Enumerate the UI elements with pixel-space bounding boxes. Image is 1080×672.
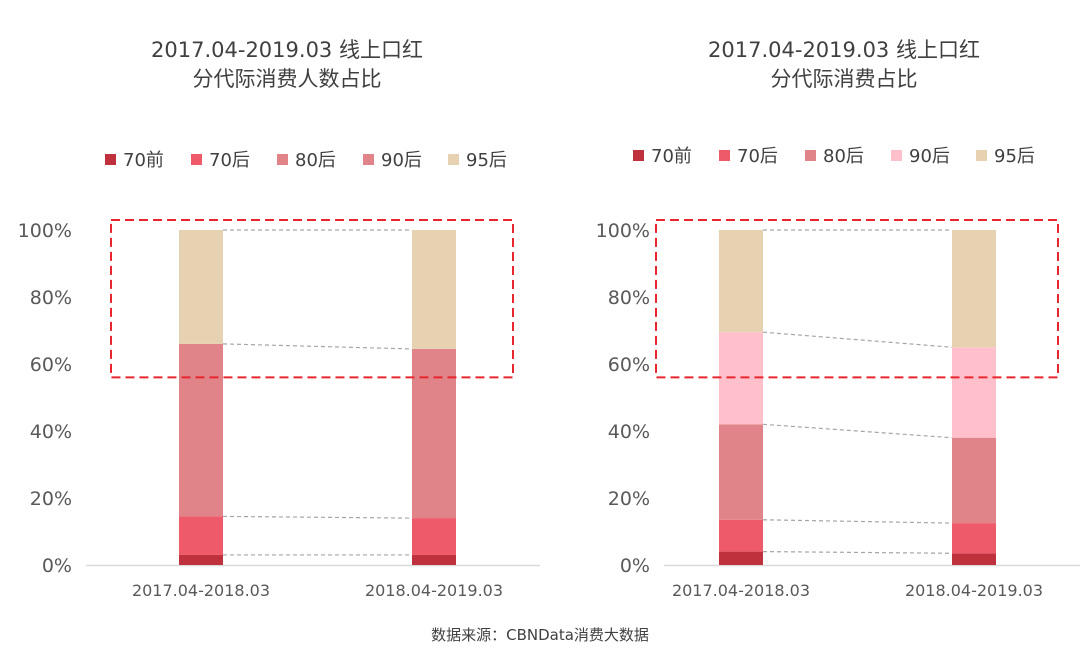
- y-tick-label: 40%: [608, 421, 650, 443]
- chart-title-line-1: 2017.04-2019.03 线上口红: [708, 38, 980, 62]
- connector-line-70后: [762, 519, 953, 524]
- bar-segment-70前-1: [719, 551, 763, 565]
- legend-label-95后: 95后: [466, 150, 507, 171]
- bar-segment-70后-2: [952, 523, 996, 554]
- legend-label-80后: 80后: [295, 150, 336, 171]
- legend-label-70后: 70后: [737, 146, 778, 167]
- legend-swatch-80后: [805, 150, 816, 161]
- bar-segment-80后-1: [719, 424, 763, 520]
- legend-label-70前: 70前: [651, 146, 692, 167]
- legend-label-90后: 90后: [909, 146, 950, 167]
- y-tick-label: 100%: [18, 220, 72, 242]
- bar-segment-80后-2: [952, 437, 996, 524]
- bar-segment-70后-2: [412, 518, 456, 555]
- legend-swatch-90后: [891, 150, 902, 161]
- chart-title-line-2: 分代际消费人数占比: [193, 67, 382, 91]
- y-tick-label: 80%: [30, 287, 72, 309]
- legend-label-90后: 90后: [381, 150, 422, 171]
- connector-line-70前: [762, 550, 953, 554]
- legend-swatch-70前: [105, 154, 116, 165]
- highlight-box: [655, 218, 1059, 379]
- legend-label-70前: 70前: [123, 150, 164, 171]
- y-tick-label: 0%: [620, 555, 650, 577]
- x-category-label-2: 2018.04-2019.03: [365, 581, 503, 600]
- y-tick-label: 80%: [608, 287, 650, 309]
- x-category-label-1: 2017.04-2018.03: [132, 581, 270, 600]
- bar-segment-95后-2: [412, 230, 456, 349]
- legend-label-70后: 70后: [209, 150, 250, 171]
- bar-segment-80后-2: [412, 348, 456, 519]
- bar-segment-95后-1: [179, 230, 223, 344]
- legend-swatch-95后: [448, 154, 459, 165]
- bar-segment-95后-2: [952, 230, 996, 348]
- legend-swatch-70前: [633, 150, 644, 161]
- source-note: 数据来源：CBNData消费大数据: [431, 626, 649, 644]
- bar-segment-70前-2: [412, 554, 456, 565]
- bar-segment-70后-1: [719, 519, 763, 552]
- y-tick-label: 100%: [596, 220, 650, 242]
- x-category-label-1: 2017.04-2018.03: [672, 581, 810, 600]
- legend-label-95后: 95后: [994, 146, 1035, 167]
- bar-segment-70前-1: [179, 554, 223, 565]
- legend-label-80后: 80后: [823, 146, 864, 167]
- legend-swatch-70后: [191, 154, 202, 165]
- x-category-label-2: 2018.04-2019.03: [905, 581, 1043, 600]
- y-tick-label: 20%: [30, 488, 72, 510]
- y-tick-label: 40%: [30, 421, 72, 443]
- highlight-box: [110, 218, 514, 379]
- bar-segment-70前-2: [952, 553, 996, 565]
- legend-swatch-80后: [277, 154, 288, 165]
- connector-line-70后: [222, 515, 413, 519]
- connector-line-80后: [222, 343, 413, 350]
- chart-title-line-2: 分代际消费占比: [771, 67, 918, 91]
- bar-segment-95后-1: [719, 230, 763, 333]
- y-tick-label: 60%: [30, 354, 72, 376]
- bar-segment-70后-1: [179, 516, 223, 555]
- y-tick-label: 60%: [608, 354, 650, 376]
- chart-title-line-1: 2017.04-2019.03 线上口红: [151, 38, 423, 62]
- legend-swatch-90后: [363, 154, 374, 165]
- bar-segment-90后-2: [952, 347, 996, 438]
- bar-segment-80后-1: [179, 343, 223, 517]
- legend-swatch-70后: [719, 150, 730, 161]
- y-tick-label: 0%: [42, 555, 72, 577]
- connector-line-80后: [762, 423, 953, 439]
- y-tick-label: 20%: [608, 488, 650, 510]
- connector-line-90后: [762, 331, 953, 348]
- legend-swatch-95后: [976, 150, 987, 161]
